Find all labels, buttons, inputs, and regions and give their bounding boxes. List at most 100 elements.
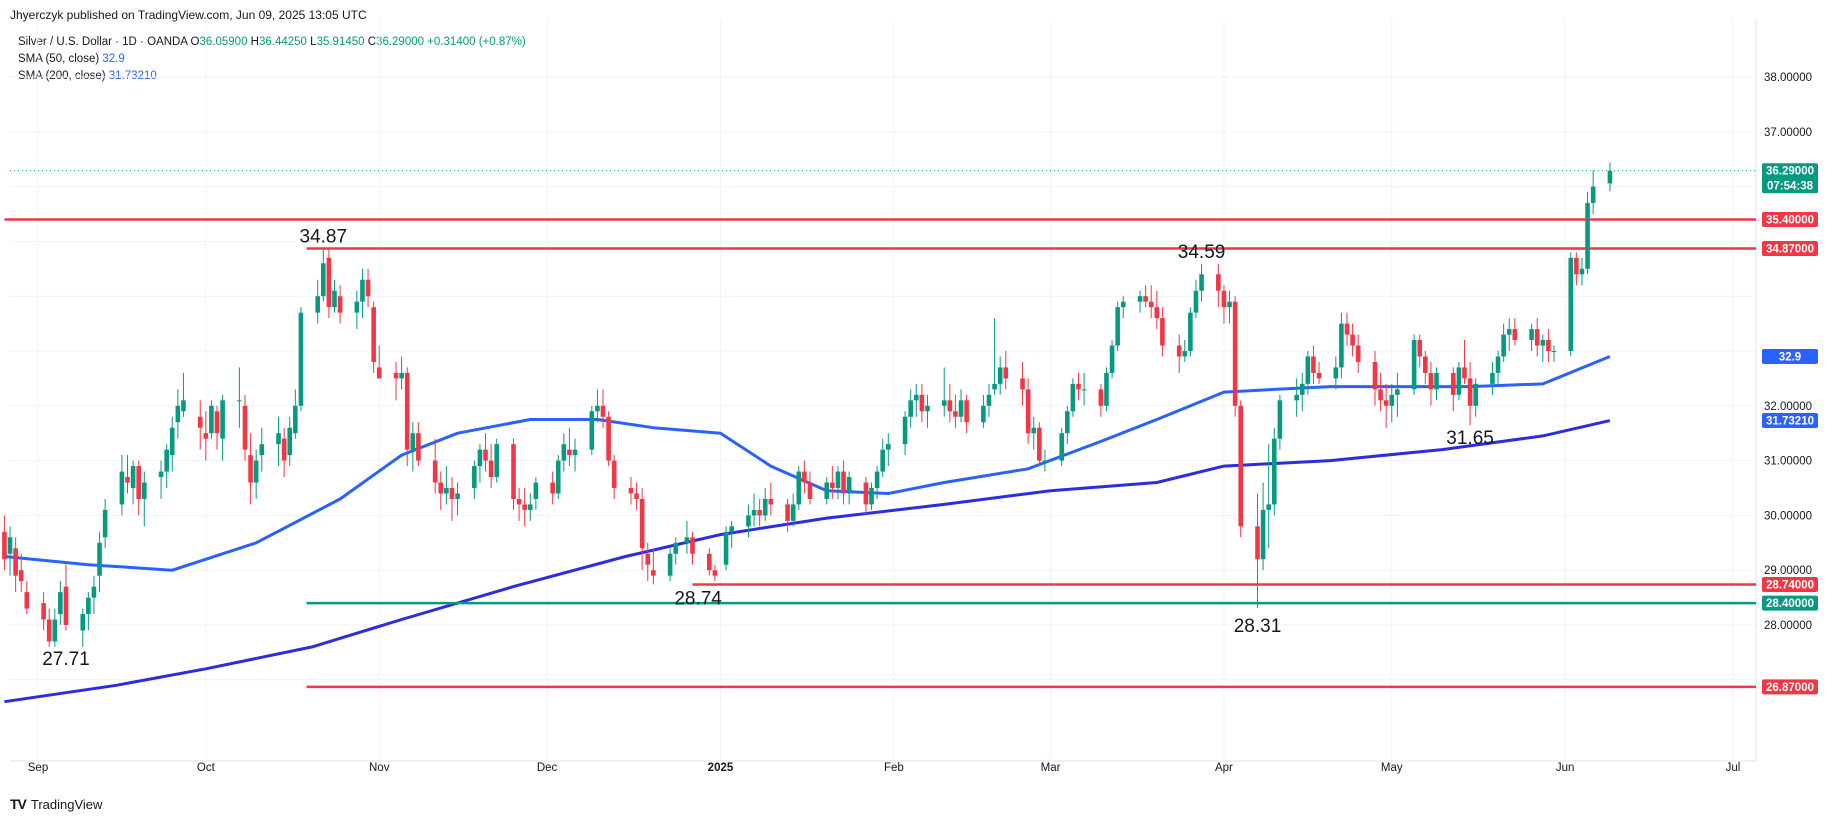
legend-ohlc-row[interactable]: Silver / U.S. Dollar · 1D · OANDA O36.05… <box>18 34 526 51</box>
candle-body <box>908 400 913 417</box>
candle-body <box>572 449 578 456</box>
candle-body <box>169 427 175 456</box>
candle-body <box>1255 526 1260 560</box>
candle-body <box>997 367 1003 384</box>
legend-symbol: Silver / U.S. Dollar · 1D · OANDA <box>18 36 188 48</box>
candle-body <box>1059 433 1065 461</box>
candle-body <box>830 482 835 488</box>
annotation-label: 34.59 <box>1178 242 1226 263</box>
candle-body <box>1501 334 1506 357</box>
candle-body <box>293 405 298 434</box>
candle-body <box>119 471 125 505</box>
candle-body <box>634 493 639 499</box>
candle-body <box>522 504 527 510</box>
candle-body <box>136 466 141 499</box>
price-badges: 35.40000 34.87000 28.74000 28.40000 26.87000… <box>1762 163 1818 695</box>
candle-body <box>846 477 852 494</box>
y-axis[interactable]: 38.00000 37.00000 32.00000 31.00000 30.00000… <box>1764 72 1812 632</box>
legend-low-label: L <box>310 36 317 48</box>
candle-body <box>600 405 606 417</box>
x-tick-label: Mar <box>1041 762 1061 774</box>
candle-body <box>628 488 634 494</box>
candle-body <box>1182 351 1188 357</box>
candle-body <box>1540 340 1546 346</box>
candle-body <box>796 471 802 505</box>
candle-body <box>902 416 908 445</box>
candle-body <box>1037 427 1042 461</box>
candle-body <box>494 444 500 478</box>
candle-body <box>158 471 164 478</box>
candle-body <box>706 553 712 571</box>
legend-sma200-row[interactable]: SMA (200, close) 31.73210 <box>18 68 526 85</box>
candle-body <box>1462 367 1467 379</box>
candle-body <box>1148 301 1154 308</box>
legend-low: 35.91450 <box>316 36 365 48</box>
candle-body <box>1042 460 1048 462</box>
candle-body <box>410 433 416 450</box>
x-tick-label: Apr <box>1215 762 1233 774</box>
annotation-label: 31.65 <box>1446 428 1494 449</box>
candle-body <box>1607 170 1613 184</box>
candle-body <box>1143 296 1148 302</box>
candle-body <box>1003 367 1009 379</box>
legend-change: +0.31400 (+0.87%) <box>427 36 526 48</box>
candle-body <box>953 411 958 417</box>
annotation-label: 28.74 <box>674 588 722 609</box>
sma50-path <box>4 355 1611 572</box>
candle-body <box>1579 268 1585 275</box>
y-tick-label: 32.00000 <box>1764 401 1812 413</box>
candle-body <box>511 444 516 499</box>
y-tick-label: 28.00000 <box>1764 620 1812 632</box>
x-tick-label: Jul <box>1726 762 1741 774</box>
candle-body <box>287 427 293 456</box>
last-price-badge-label: 36.29000 <box>1766 166 1814 178</box>
horizontal-levels[interactable] <box>4 170 1756 689</box>
candle-body <box>1355 345 1361 362</box>
last-price-badge-countdown: 07:54:38 <box>1767 181 1814 193</box>
candle-body <box>1154 307 1160 319</box>
candle-body <box>1065 411 1070 434</box>
candle-body <box>1020 378 1025 390</box>
candle-body <box>1227 301 1232 308</box>
candle-body <box>1534 329 1540 346</box>
level-badge-label: 26.87000 <box>1766 682 1814 694</box>
candle-body <box>320 263 326 297</box>
level-badge-label: 34.87000 <box>1766 244 1814 256</box>
candle-body <box>981 405 986 423</box>
candle-body <box>432 460 438 483</box>
candle-body <box>1333 367 1339 379</box>
candle-body <box>242 405 248 450</box>
candle-body <box>1260 509 1266 560</box>
candle-body <box>1490 372 1495 384</box>
candle-body <box>1417 340 1423 357</box>
x-tick-label: May <box>1381 762 1403 774</box>
level-badge-bg <box>1762 679 1818 695</box>
candle-body <box>925 405 930 412</box>
last-price-badge-bg <box>1762 163 1818 194</box>
y-tick-label: 29.00000 <box>1764 565 1812 577</box>
legend-high-label: H <box>250 36 259 48</box>
x-axis[interactable]: Sep Oct Nov Dec 2025 Feb Mar Apr May Jun Jul <box>28 762 1741 774</box>
candle-body <box>874 471 880 488</box>
level-badge-bg <box>1762 576 1818 592</box>
y-tick-label: 30.00000 <box>1764 510 1812 522</box>
candle-body <box>1031 427 1037 434</box>
tradingview-logo[interactable]: TV TradingView <box>10 796 102 812</box>
candle-body <box>835 471 841 488</box>
candle-body <box>393 372 399 379</box>
candle-body <box>1305 356 1311 384</box>
candle-body <box>757 509 762 516</box>
candle-body <box>527 504 533 510</box>
candle-body <box>399 372 404 379</box>
candle-body <box>472 466 477 488</box>
candle-body <box>589 411 595 450</box>
annotation-label: 27.71 <box>42 649 90 670</box>
candle-body <box>533 482 539 499</box>
candle-body <box>483 449 488 461</box>
sma200-line <box>4 419 1611 704</box>
candle-body <box>1137 296 1143 302</box>
legend-open-label: O <box>190 36 200 48</box>
candle-body <box>964 400 969 423</box>
candle-body <box>1585 203 1590 269</box>
